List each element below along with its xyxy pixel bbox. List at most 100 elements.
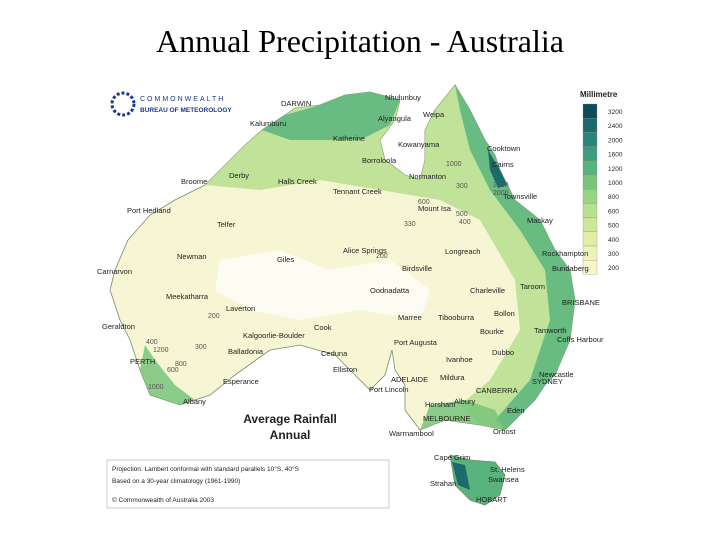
place-label: Telfer [217, 220, 236, 229]
isohyet-label: 400 [459, 219, 471, 226]
legend-label: 500 [608, 223, 619, 230]
place-label: Horsham [425, 400, 455, 409]
place-label: Albury [454, 397, 476, 406]
legend-swatch [582, 160, 598, 176]
isohyet-label: 300 [195, 344, 207, 351]
place-label: HOBART [476, 495, 508, 504]
agency-logo [110, 91, 136, 117]
legend-label: 1600 [608, 152, 623, 159]
place-label: Port Augusta [394, 338, 438, 347]
place-label: Broome [181, 177, 207, 186]
isohyet-label: 600 [167, 367, 179, 374]
footnote-line: © Commonwealth of Australia 2003 [112, 496, 214, 504]
place-label: BRISBANE [562, 298, 600, 307]
place-label: Cooktown [487, 144, 520, 153]
place-label: SYDNEY [532, 377, 563, 386]
place-label: PERTH [130, 357, 155, 366]
legend: 3200 2400 2000 1600 1200 1000 800 600 500 400 300 2… [582, 103, 623, 275]
legend-label: 400 [608, 237, 619, 244]
agency-name: COMMONWEALTH [140, 96, 225, 103]
place-label: Rockhampton [542, 249, 588, 258]
place-label: Birdsville [402, 264, 432, 273]
place-label: Mildura [440, 373, 465, 382]
isohyet-label: 1000 [148, 384, 164, 391]
place-label: Swansea [488, 475, 520, 484]
slide-title: Annual Precipitation - Australia [156, 23, 564, 59]
legend-label: 1200 [608, 166, 623, 173]
place-label: Tamworth [534, 326, 567, 335]
legend-swatch [582, 103, 598, 119]
place-label: Longreach [445, 247, 480, 256]
isohyet-label: 200 [376, 253, 388, 260]
place-label: Bourke [480, 327, 504, 336]
place-label: Eden [507, 406, 525, 415]
legend-label: 600 [608, 208, 619, 215]
place-label: Mackay [527, 216, 553, 225]
place-label: Katherine [333, 134, 365, 143]
place-label: Tennant Creek [333, 187, 382, 196]
footnote-line: Projection: Lambert conformal with stand… [112, 465, 300, 473]
footnote-line: Based on a 30-year climatology (1961-199… [112, 478, 240, 485]
place-label: Charleville [470, 286, 505, 295]
legend-label: 3200 [608, 109, 623, 116]
place-label: Alice Springs [343, 246, 387, 255]
place-label: Geraldton [102, 322, 135, 331]
isohyet-label: 300 [456, 183, 468, 190]
isohyet-label: 600 [418, 199, 430, 206]
legend-label: 200 [608, 265, 619, 272]
legend-label: 1000 [608, 180, 623, 187]
legend-title: Millimetre [580, 90, 618, 99]
place-label: Ivanhoe [446, 355, 473, 364]
place-label: Coffs Harbour [557, 335, 604, 344]
isohyet-label: 1000 [446, 161, 462, 168]
legend-swatch [582, 132, 598, 147]
place-label: CANBERRA [476, 386, 518, 395]
place-label: Kalgoorlie-Boulder [243, 331, 305, 340]
place-label: Marree [398, 313, 422, 322]
place-label: Elliston [333, 365, 357, 374]
legend-label: 2000 [608, 137, 623, 144]
place-label: MELBOURNE [423, 414, 471, 423]
place-label: Oodnadatta [370, 286, 410, 295]
place-label: Alyangula [378, 114, 412, 123]
place-label: Borroloola [362, 156, 397, 165]
place-label: Albany [183, 397, 206, 406]
southeast-band [420, 400, 505, 430]
legend-swatch [582, 203, 598, 218]
place-label: ADELAIDE [391, 375, 428, 384]
legend-swatch [582, 146, 598, 161]
place-label: Cape Grim [434, 453, 470, 462]
isohyet-label: 2400 [493, 182, 509, 189]
legend-swatch [582, 231, 598, 247]
agency-bureau: BUREAU OF METEOROLOGY [140, 107, 232, 114]
place-label: Nhulunbuy [385, 93, 421, 102]
place-label: Meekatharra [166, 292, 209, 301]
place-label: Bundaberg [552, 264, 589, 273]
isohyet-label: 800 [175, 361, 187, 368]
legend-label: 2400 [608, 123, 623, 130]
legend-label: 800 [608, 194, 619, 201]
desert-core [215, 250, 430, 320]
place-label: Cook [314, 323, 332, 332]
place-label: Kalumburu [250, 119, 286, 128]
place-label: Cairns [492, 160, 514, 169]
place-label: Kowanyama [398, 140, 440, 149]
place-label: Mount Isa [418, 204, 452, 213]
isohyet-label: 200 [208, 313, 220, 320]
map-subtitle: Annual [270, 428, 311, 442]
wet-tropics [488, 150, 507, 188]
map-title: Average Rainfall [243, 412, 337, 426]
place-label: Port Lincoln [369, 385, 409, 394]
place-label: St. Helens [490, 465, 525, 474]
place-label: Townsville [503, 192, 537, 201]
isohyet-label: 2000 [493, 190, 509, 197]
place-label: Dubbo [492, 348, 514, 357]
place-label: Bollon [494, 309, 515, 318]
place-label: Balladonia [228, 347, 264, 356]
place-label: Newcastle [539, 370, 574, 379]
place-label: Orbost [493, 427, 516, 436]
place-label: DARWIN [281, 99, 311, 108]
isohyet-label: 500 [456, 211, 468, 218]
tasmania-west [452, 462, 470, 490]
